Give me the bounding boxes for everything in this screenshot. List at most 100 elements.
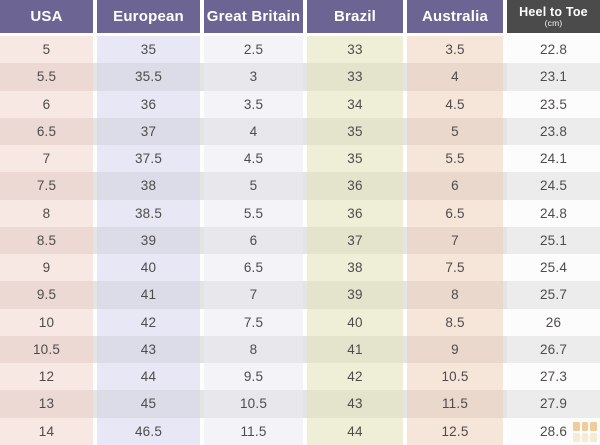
cell: 37.5 [97,145,200,173]
cell: 4.5 [407,90,503,118]
table-row: 6.5 37 4 35 5 23.8 [0,117,600,145]
cell: 37 [307,226,403,254]
grid-watermark-icon [573,422,597,442]
cell: 6.5 [407,199,503,227]
cell: 34 [307,90,403,118]
cell: 23.5 [507,90,600,118]
table-row: 9.5 41 7 39 8 25.7 [0,281,600,309]
column-header-brazil: Brazil [307,0,403,33]
cell: 38 [307,254,403,282]
cell: 3.5 [407,36,503,64]
cell: 37 [97,117,200,145]
cell: 6 [204,226,303,254]
cell: 6 [0,90,93,118]
column-header-heel-to-toe: Heel to Toe (cm) [507,0,600,33]
table-row: 7 37.5 4.5 35 5.5 24.1 [0,145,600,173]
cell: 2.5 [204,36,303,64]
cell: 7.5 [204,308,303,336]
table-row: 8.5 39 6 37 7 25.1 [0,226,600,254]
cell: 4 [407,63,503,91]
cell: 35 [307,117,403,145]
cell: 13 [0,390,93,418]
table-row: 7.5 38 5 36 6 24.5 [0,172,600,200]
cell: 5 [0,36,93,64]
cell: 46.5 [97,417,200,445]
cell: 6.5 [0,117,93,145]
table-row: 13 45 10.5 43 11.5 27.9 [0,390,600,418]
cell: 40 [97,254,200,282]
cell: 7 [0,145,93,173]
cell: 5 [407,117,503,145]
cell: 26.7 [507,335,600,363]
cell: 3 [204,63,303,91]
cell: 7 [407,226,503,254]
cell: 39 [97,226,200,254]
cell: 10.5 [0,335,93,363]
table-row: 12 44 9.5 42 10.5 27.3 [0,363,600,391]
cell: 12.5 [407,417,503,445]
cell: 9 [0,254,93,282]
cell: 9.5 [0,281,93,309]
cell: 44 [307,417,403,445]
table-row: 10 42 7.5 40 8.5 26 [0,308,600,336]
cell: 36 [307,172,403,200]
cell: 25.4 [507,254,600,282]
cell: 10 [0,308,93,336]
cell: 38.5 [97,199,200,227]
cell: 25.1 [507,226,600,254]
column-header-label: Heel to Toe [519,4,588,19]
cell: 44 [97,363,200,391]
cell: 8 [204,335,303,363]
watermark-square [573,422,580,431]
cell: 41 [307,335,403,363]
cell: 8 [407,281,503,309]
cell: 38 [97,172,200,200]
cell: 35 [97,36,200,64]
column-header-european: European [97,0,200,33]
cell: 35 [307,145,403,173]
column-header-great-britain: Great Britain [204,0,303,33]
column-header-usa: USA [0,0,93,33]
table-body: 5 35 2.5 33 3.5 22.8 5.5 35.5 3 33 4 23.1 6 36 3.5 34 4.… [0,36,600,445]
cell: 22.8 [507,36,600,64]
cell: 10.5 [204,390,303,418]
cell: 6 [407,172,503,200]
cell: 7.5 [407,254,503,282]
cell: 39 [307,281,403,309]
watermark-square [581,433,589,442]
column-header-sublabel: (cm) [544,18,563,28]
table-row: 9 40 6.5 38 7.5 25.4 [0,254,600,282]
cell: 8 [0,199,93,227]
cell: 45 [97,390,200,418]
cell: 5.5 [407,145,503,173]
table-row: 6 36 3.5 34 4.5 23.5 [0,90,600,118]
cell: 24.8 [507,199,600,227]
cell: 41 [97,281,200,309]
cell: 36 [97,90,200,118]
cell: 43 [307,390,403,418]
cell: 5.5 [0,63,93,91]
watermark-square [573,433,580,442]
cell: 26 [507,308,600,336]
cell: 7.5 [0,172,93,200]
cell: 12 [0,363,93,391]
cell: 11.5 [407,390,503,418]
cell: 23.8 [507,117,600,145]
cell: 4 [204,117,303,145]
cell: 24.1 [507,145,600,173]
table-header-row: USA European Great Britain Brazil Austra… [0,0,600,33]
cell: 7 [204,281,303,309]
table-row: 5.5 35.5 3 33 4 23.1 [0,63,600,91]
cell: 24.5 [507,172,600,200]
cell: 11.5 [204,417,303,445]
column-header-australia: Australia [407,0,503,33]
cell: 3.5 [204,90,303,118]
cell: 23.1 [507,63,600,91]
watermark-square [590,422,597,431]
cell: 9.5 [204,363,303,391]
cell: 40 [307,308,403,336]
table-row: 8 38.5 5.5 36 6.5 24.8 [0,199,600,227]
cell: 33 [307,63,403,91]
cell: 8.5 [0,226,93,254]
